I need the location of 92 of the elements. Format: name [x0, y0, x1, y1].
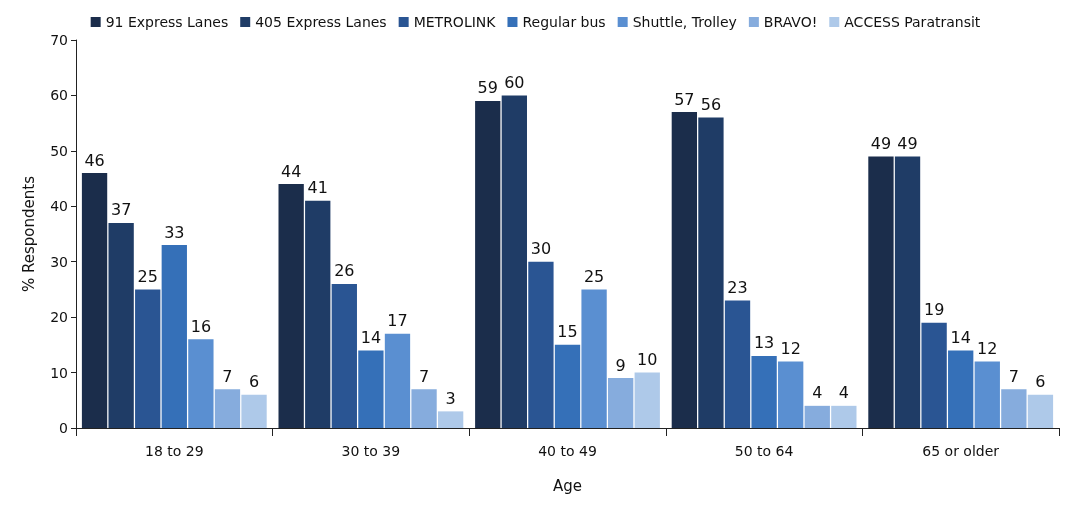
- bar: [554, 344, 581, 428]
- y-tick-label: 40: [50, 198, 68, 215]
- y-tick-label: 0: [59, 420, 68, 436]
- data-label: 14: [360, 327, 382, 347]
- data-label: 60: [504, 72, 525, 92]
- bar: [384, 333, 411, 428]
- data-label: 19: [923, 300, 945, 320]
- data-label: 30: [530, 239, 552, 259]
- data-label: 13: [753, 333, 775, 353]
- legend-label: ACCESS Paratransit: [844, 14, 981, 30]
- legend-label: 91 Express Lanes: [105, 14, 229, 30]
- bar: [921, 322, 947, 428]
- bar: [868, 156, 894, 428]
- data-label: 49: [897, 133, 918, 153]
- data-label: 12: [780, 338, 801, 358]
- data-label: 25: [583, 266, 605, 286]
- data-label: 25: [137, 266, 158, 286]
- bar: [1001, 389, 1027, 428]
- bar: [331, 283, 357, 428]
- bar: [108, 222, 134, 428]
- data-label: 57: [674, 89, 695, 109]
- bar: [437, 411, 464, 428]
- data-label: 12: [977, 338, 998, 358]
- data-label: 15: [557, 322, 578, 342]
- bar: [528, 261, 554, 428]
- bar: [188, 339, 214, 428]
- data-label: 17: [387, 311, 408, 331]
- data-label: 26: [334, 261, 355, 281]
- data-label: 14: [950, 327, 971, 347]
- data-label: 7: [222, 366, 233, 386]
- data-label: 6: [1035, 372, 1046, 392]
- legend-label: Shuttle, Trolley: [632, 14, 737, 30]
- data-label: 37: [110, 200, 132, 220]
- data-label: 56: [700, 95, 722, 115]
- data-label: 44: [280, 161, 302, 181]
- bar: [948, 350, 974, 428]
- bar: [608, 378, 634, 428]
- bar: [135, 289, 161, 428]
- bar: [411, 389, 437, 428]
- legend-label: BRAVO!: [763, 14, 818, 30]
- x-tick-label: 50 to 64: [734, 443, 794, 459]
- bar: [671, 112, 698, 428]
- bar: [358, 350, 384, 428]
- bar: [634, 372, 660, 428]
- data-label: 10: [637, 350, 658, 370]
- bar: [698, 117, 724, 428]
- bar: [475, 100, 501, 428]
- data-label: 4: [838, 383, 849, 403]
- bar: [214, 389, 241, 428]
- y-axis-title: % Respondents: [19, 175, 38, 292]
- data-label: 16: [190, 316, 212, 336]
- bar: [804, 405, 830, 428]
- y-tick-label: 10: [50, 364, 68, 381]
- bar: [1027, 394, 1054, 428]
- data-label: 3: [445, 388, 456, 408]
- bar: [581, 289, 607, 428]
- bar: [305, 200, 331, 428]
- data-label: 7: [418, 366, 430, 386]
- y-tick-label: 70: [50, 32, 68, 48]
- data-label: 33: [164, 222, 185, 242]
- legend-label: METROLINK: [413, 14, 497, 30]
- data-label: 9: [615, 355, 626, 375]
- x-tick-label: 40 to 49: [538, 443, 597, 459]
- data-label: 41: [307, 178, 328, 198]
- legend-label: 405 Express Lanes: [255, 14, 387, 30]
- legend-label: Regular bus: [522, 14, 606, 30]
- bar: [278, 184, 304, 428]
- y-tick-label: 50: [50, 142, 68, 159]
- x-axis-title: Age: [552, 476, 583, 495]
- data-label: 23: [727, 278, 748, 298]
- data-label: 7: [1008, 366, 1019, 386]
- data-label: 49: [870, 133, 892, 153]
- bar: [724, 300, 751, 428]
- data-label: 6: [248, 372, 260, 392]
- x-tick-label: 18 to 29: [145, 443, 204, 459]
- x-tick-label: 30 to 39: [341, 443, 401, 459]
- bar: [161, 245, 187, 428]
- y-tick-label: 20: [50, 309, 68, 326]
- bar: [501, 95, 527, 428]
- bar: [894, 156, 921, 428]
- bar: [751, 355, 777, 428]
- y-tick-label: 60: [50, 87, 68, 104]
- bar: [831, 405, 857, 428]
- data-label: 46: [84, 150, 105, 170]
- bar: [81, 173, 108, 428]
- data-label: 4: [812, 383, 823, 403]
- bar: [974, 361, 1000, 428]
- data-label: 59: [477, 78, 498, 98]
- bar: [241, 394, 267, 428]
- y-tick-label: 30: [50, 253, 68, 270]
- bar: [778, 361, 804, 428]
- x-tick-label: 65 or older: [922, 443, 1000, 459]
